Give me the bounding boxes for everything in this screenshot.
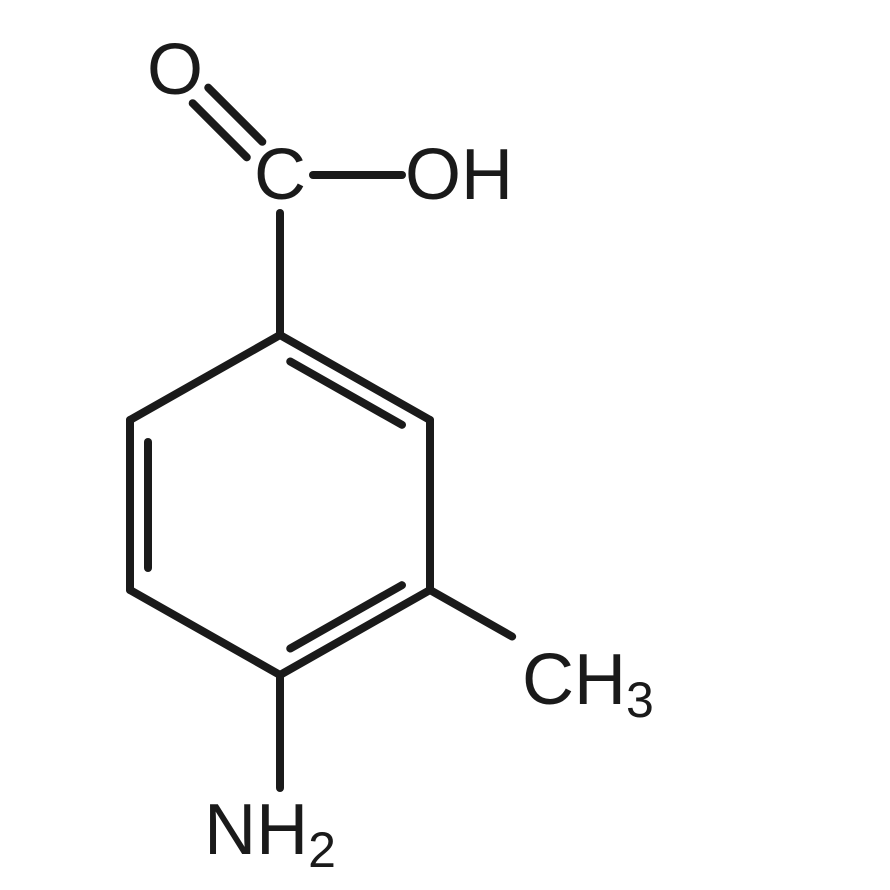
ring-bond bbox=[130, 335, 280, 420]
bond-c-double-o bbox=[208, 88, 262, 142]
atom-oh: OH bbox=[405, 135, 513, 215]
atom-nh2: NH2 bbox=[204, 790, 336, 878]
bond-c-double-o bbox=[193, 103, 247, 157]
bond-ring-to-ch3 bbox=[430, 590, 512, 637]
ring-bond bbox=[280, 590, 430, 675]
atom-ch3: CH3 bbox=[522, 640, 654, 728]
atom-c: C bbox=[254, 135, 306, 215]
ring-bond bbox=[280, 335, 430, 420]
ring-bond bbox=[130, 590, 280, 675]
atom-o: O bbox=[147, 30, 203, 110]
chemical-structure-diagram: CO OH CH3 NH2 bbox=[0, 0, 890, 890]
